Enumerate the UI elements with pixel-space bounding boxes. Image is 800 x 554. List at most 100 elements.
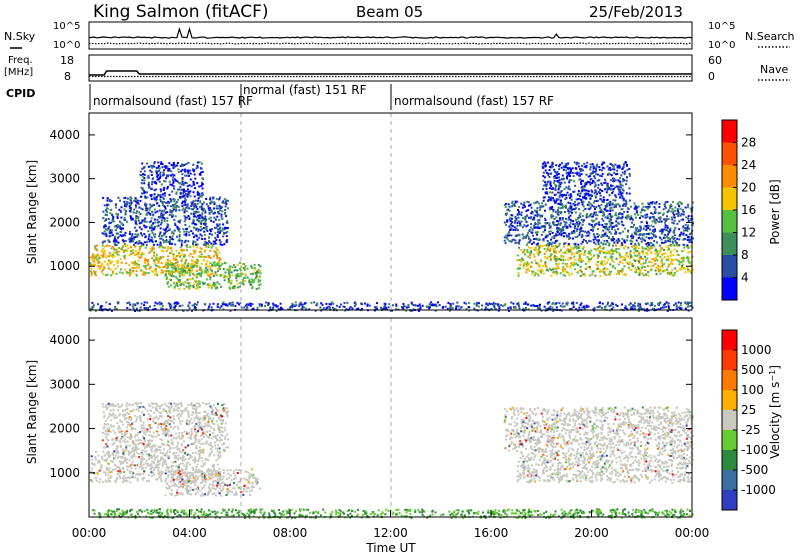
scatter-pixel <box>531 261 533 264</box>
scatter-pixel <box>149 305 151 308</box>
scatter-pixel <box>505 234 508 237</box>
scatter-pixel <box>579 170 582 172</box>
scatter-pixel <box>117 247 120 249</box>
scatter-pixel <box>186 195 189 198</box>
scatter-pixel <box>508 231 511 234</box>
scatter-pixel <box>173 287 176 290</box>
scatter-pixel <box>165 211 167 214</box>
scatter-pixel <box>173 262 176 265</box>
scatter-pixel <box>159 171 162 174</box>
scatter-pixel <box>635 206 638 209</box>
scatter-pixel <box>680 268 683 271</box>
scatter-pixel <box>102 265 105 268</box>
scatter-pixel <box>536 251 539 254</box>
scatter-pixel <box>676 208 679 211</box>
scatter-pixel <box>141 162 144 165</box>
scatter-pixel <box>489 303 492 305</box>
scatter-pixel <box>277 307 280 310</box>
scatter-pixel <box>630 235 632 238</box>
scatter-pixel <box>221 210 224 213</box>
scatter-pixel <box>105 274 108 277</box>
scatter-pixel <box>510 222 513 225</box>
scatter-pixel <box>417 304 419 307</box>
scatter-pixel <box>684 206 687 209</box>
scatter-pixel <box>195 261 198 264</box>
scatter-pixel <box>473 302 476 305</box>
scatter-pixel <box>196 280 198 283</box>
scatter-pixel <box>557 222 560 225</box>
scatter-pixel <box>578 233 581 236</box>
scatter-pixel <box>244 273 247 276</box>
scatter-pixel <box>669 227 672 230</box>
scatter-pixel <box>618 186 621 189</box>
scatter-pixel <box>222 235 225 238</box>
scatter-pixel <box>584 197 587 200</box>
scatter-pixel <box>552 197 555 200</box>
scatter-pixel <box>654 269 657 272</box>
scatter-pixel <box>140 207 143 210</box>
scatter-pixel <box>581 179 584 182</box>
scatter-pixel <box>566 303 569 306</box>
scatter-pixel <box>188 301 191 304</box>
scatter-pixel <box>614 229 617 232</box>
scatter-pixel <box>634 254 637 257</box>
scatter-pixel <box>103 267 106 270</box>
scatter-pixel <box>157 259 160 262</box>
scatter-pixel <box>573 268 576 271</box>
scatter-pixel <box>428 307 431 310</box>
scatter-pixel <box>168 270 171 273</box>
scatter-pixel <box>616 305 619 307</box>
scatter-pixel <box>144 209 147 212</box>
scatter-pixel <box>186 203 189 206</box>
scatter-pixel <box>135 223 138 226</box>
scatter-pixel <box>484 306 487 309</box>
scatter-pixel <box>569 248 572 251</box>
scatter-pixel <box>153 218 156 221</box>
scatter-pixel <box>522 266 525 269</box>
scatter-pixel <box>126 250 129 253</box>
scatter-pixel <box>251 281 254 284</box>
scatter-pixel <box>526 249 529 252</box>
scatter-pixel <box>557 220 560 223</box>
scatter-pixel <box>661 257 664 260</box>
scatter-pixel <box>131 456 134 459</box>
scatter-pixel <box>368 304 371 307</box>
scatter-pixel <box>124 196 127 199</box>
scatter-pixel <box>118 220 121 223</box>
scatter-pixel <box>544 196 546 199</box>
scatter-pixel <box>212 255 215 258</box>
scatter-pixel <box>272 304 275 307</box>
scatter-pixel <box>328 303 331 306</box>
scatter-pixel <box>560 178 563 181</box>
scatter-pixel <box>665 258 668 261</box>
scatter-pixel <box>218 232 221 235</box>
scatter-pixel <box>156 243 159 246</box>
scatter-pixel <box>196 192 199 194</box>
scatter-pixel <box>113 242 116 245</box>
scatter-pixel <box>591 172 594 175</box>
scatter-pixel <box>127 247 130 250</box>
scatter-pixel <box>171 263 174 266</box>
scatter-pixel <box>613 225 615 228</box>
scatter-pixel <box>158 301 161 304</box>
scatter-pixel <box>167 285 170 288</box>
scatter-pixel <box>302 303 304 306</box>
scatter-pixel <box>569 175 571 177</box>
scatter-pixel <box>551 268 554 271</box>
scatter-pixel <box>528 204 530 207</box>
scatter-pixel <box>138 248 141 250</box>
scatter-pixel <box>548 301 551 304</box>
scatter-pixel <box>646 309 648 312</box>
scatter-pixel <box>154 181 157 184</box>
scatter-pixel <box>684 301 687 304</box>
scatter-pixel <box>612 188 615 190</box>
scatter-pixel <box>175 179 178 182</box>
scatter-pixel <box>578 223 581 226</box>
scatter-pixel <box>575 308 578 311</box>
scatter-pixel <box>142 253 145 256</box>
scatter-pixel <box>226 221 229 224</box>
scatter-pixel <box>104 308 107 311</box>
scatter-pixel <box>675 241 678 244</box>
scatter-pixel <box>188 271 191 274</box>
freq-label: Freq. <box>8 55 33 66</box>
